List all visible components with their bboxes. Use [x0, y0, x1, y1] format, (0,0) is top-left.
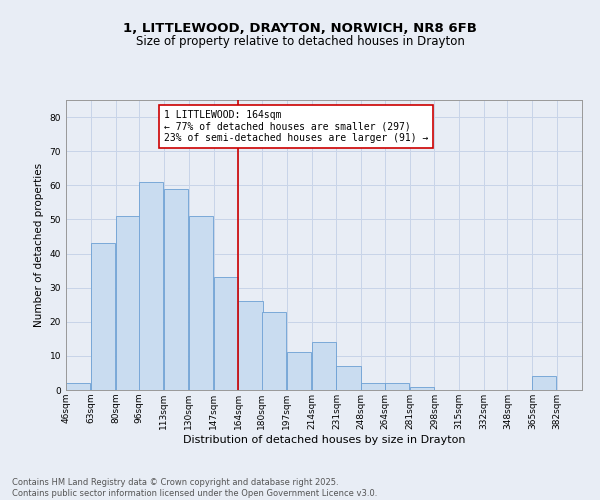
Bar — [214, 278, 238, 390]
Bar — [287, 352, 311, 390]
Text: 1 LITTLEWOOD: 164sqm
← 77% of detached houses are smaller (297)
23% of semi-deta: 1 LITTLEWOOD: 164sqm ← 77% of detached h… — [164, 110, 428, 144]
Bar — [116, 216, 140, 390]
Bar — [164, 188, 188, 390]
Bar — [91, 244, 115, 390]
Bar — [532, 376, 556, 390]
Y-axis label: Number of detached properties: Number of detached properties — [34, 163, 44, 327]
Bar — [66, 383, 90, 390]
X-axis label: Distribution of detached houses by size in Drayton: Distribution of detached houses by size … — [183, 434, 465, 444]
Text: 1, LITTLEWOOD, DRAYTON, NORWICH, NR8 6FB: 1, LITTLEWOOD, DRAYTON, NORWICH, NR8 6FB — [123, 22, 477, 36]
Bar — [238, 302, 263, 390]
Text: Contains HM Land Registry data © Crown copyright and database right 2025.
Contai: Contains HM Land Registry data © Crown c… — [12, 478, 377, 498]
Bar — [262, 312, 286, 390]
Bar — [139, 182, 163, 390]
Bar — [337, 366, 361, 390]
Bar — [410, 386, 434, 390]
Bar — [189, 216, 213, 390]
Text: Size of property relative to detached houses in Drayton: Size of property relative to detached ho… — [136, 35, 464, 48]
Bar — [361, 383, 385, 390]
Bar — [385, 383, 409, 390]
Bar — [311, 342, 335, 390]
